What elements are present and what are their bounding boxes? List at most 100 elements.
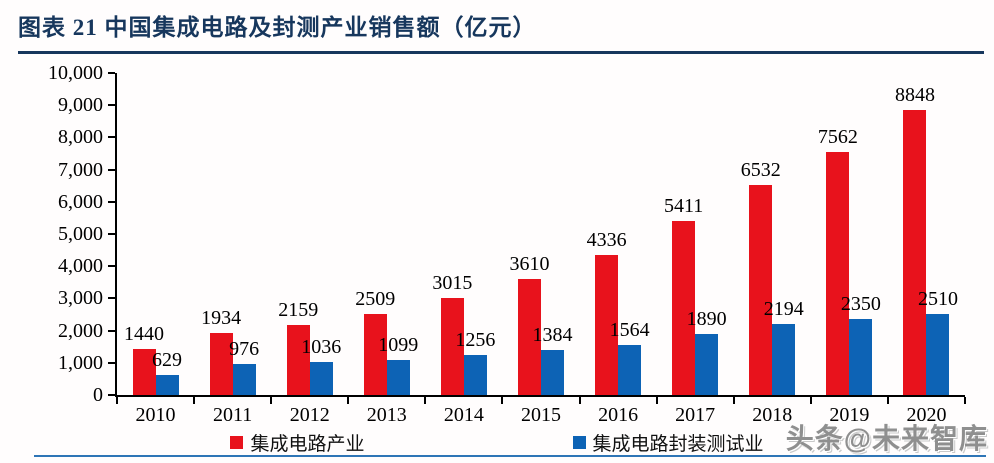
y-axis-tick-label: 6,000 <box>58 190 103 213</box>
bar-value-label: 3015 <box>432 271 473 294</box>
bar-value-label: 5411 <box>664 194 704 217</box>
bar-集成电路封装测试业-2017: 1890 <box>687 308 727 395</box>
x-axis-tick <box>809 397 812 404</box>
bar-value-label: 2350 <box>840 293 881 316</box>
y-axis-tick <box>108 361 115 364</box>
y-axis-tick <box>108 297 115 300</box>
x-axis-tick <box>732 397 735 404</box>
bar-value-label: 976 <box>229 337 260 360</box>
bar-集成电路产业-2014: 3015 <box>432 272 472 395</box>
x-axis-category-label: 2018 <box>752 404 793 426</box>
y-axis-tick-label: 0 <box>93 384 103 406</box>
bar-value-label: 1564 <box>609 318 650 341</box>
bar-value-label: 8848 <box>894 84 935 107</box>
y-axis-tick-label: 1,000 <box>58 351 103 374</box>
bar-group-2011: 1934 976 <box>194 73 271 395</box>
bar-集成电路封装测试业-2012: 1036 <box>301 336 341 395</box>
bar-集成电路产业-2017: 5411 <box>664 195 703 395</box>
bar-集成电路产业-2016: 4336 <box>587 229 627 395</box>
y-axis-tick <box>108 394 115 396</box>
bar-value-label: 6532 <box>740 158 781 181</box>
x-axis-category-label: 2017 <box>675 404 716 426</box>
bar-group-2013: 2509 1099 <box>348 73 425 395</box>
y-axis-tick-label: 4,000 <box>58 255 103 278</box>
x-axis-tick <box>347 397 350 404</box>
bar-group-2018: 6532 2194 <box>734 73 811 395</box>
bar-value-label: 1036 <box>301 335 342 358</box>
y-axis-tick-label: 7,000 <box>58 158 103 181</box>
bar-group-2016: 4336 1564 <box>580 73 657 395</box>
bar-value-label: 2510 <box>917 288 958 311</box>
y-axis-tick <box>108 72 115 74</box>
bar-group-2010: 1440 629 <box>117 73 194 395</box>
x-axis-category-label: 2019 <box>829 404 870 426</box>
x-axis-category-label: 2012 <box>289 404 330 426</box>
x-axis-tick <box>270 397 273 404</box>
plot-area: 0 1,000 2,000 3,000 4,000 5,000 6,000 7,000 8,00… <box>48 62 966 426</box>
bar-group-2015: 3610 1384 <box>502 73 579 395</box>
legend-label: 集成电路封装测试业 <box>592 434 764 455</box>
y-axis-tick-label: 3,000 <box>58 287 103 310</box>
bar-value-label: 1890 <box>686 308 727 331</box>
bar-value-label: 2194 <box>763 298 804 321</box>
bar-value-label: 4336 <box>586 229 627 252</box>
bar-value-label: 1934 <box>201 306 242 329</box>
bar-group-2019: 7562 2350 <box>811 73 888 395</box>
bar-集成电路产业-2012: 2159 <box>278 299 318 395</box>
bar-value-label: 1256 <box>455 328 496 351</box>
bar-集成电路封装测试业-2014: 1256 <box>455 329 495 395</box>
bar-value-label: 1384 <box>532 324 573 347</box>
y-axis-tick <box>108 200 115 203</box>
y-axis-tick-label: 5,000 <box>58 223 103 245</box>
chart-title: 图表 21 中国集成电路及封测产业销售额（亿元） <box>18 15 537 40</box>
bar-集成电路封装测试业-2019: 2350 <box>841 293 881 395</box>
y-axis-tick-label: 8,000 <box>58 126 103 149</box>
bar-集成电路产业-2013: 2509 <box>355 288 395 395</box>
legend-swatch-blue <box>572 436 586 449</box>
bar-集成电路封装测试业-2011: 976 <box>229 338 259 395</box>
bar-value-label: 1440 <box>124 322 165 345</box>
y-axis-tick-label: 2,000 <box>58 319 103 342</box>
x-axis-category-label: 2020 <box>906 404 947 426</box>
bar-value-label: 3610 <box>509 252 550 275</box>
x-axis-category-label: 2014 <box>443 404 484 426</box>
bar-集成电路封装测试业-2016: 1564 <box>610 319 650 395</box>
bar-集成电路封装测试业-2015: 1384 <box>532 324 572 395</box>
x-axis-tick <box>655 397 658 404</box>
x-axis-tick <box>886 397 889 404</box>
legend-label: 集成电路产业 <box>250 434 365 455</box>
bar-集成电路封装测试业-2018: 2194 <box>764 298 804 395</box>
x-axis-tick <box>964 397 966 404</box>
bar-集成电路产业-2010: 1440 <box>124 323 164 395</box>
legend-item-ic-industry: 集成电路产业 <box>230 429 365 456</box>
x-axis-tick <box>193 397 196 404</box>
bar-group-2020: 8848 2510 <box>888 73 965 395</box>
bar-group-2014: 3015 1256 <box>425 73 502 395</box>
bar-集成电路封装测试业-2010: 629 <box>152 349 182 395</box>
bar-value-label: 1099 <box>378 333 419 356</box>
watermark-toutiao-future-thinktank: 头条@未来智库 <box>785 423 988 454</box>
x-axis-category-label: 2013 <box>366 404 407 426</box>
x-axis-tick <box>501 397 504 404</box>
legend-item-packaging-testing: 集成电路封装测试业 <box>572 429 764 456</box>
y-axis-tick <box>108 233 115 235</box>
x-axis-tick <box>578 397 581 404</box>
bar-集成电路封装测试业-2020: 2510 <box>918 288 958 395</box>
legend-swatch-red <box>230 436 244 449</box>
chart-legend: 集成电路产业 集成电路封装测试业 <box>0 429 994 456</box>
x-axis-tick <box>116 397 118 404</box>
bar-group-2017: 5411 1890 <box>657 73 734 395</box>
y-axis-tick <box>108 168 115 171</box>
y-axis-tick <box>108 329 115 332</box>
x-axis-category-label: 2015 <box>520 404 561 426</box>
bar-group-2012: 2159 1036 <box>271 73 348 395</box>
title-underline <box>18 51 984 54</box>
bar-集成电路产业-2019: 7562 <box>818 126 858 395</box>
y-axis-tick-label: 10,000 <box>48 62 103 84</box>
x-axis-tick <box>424 397 427 404</box>
bottom-divider <box>34 455 986 457</box>
y-axis-tick <box>108 265 115 268</box>
x-axis-category-label: 2010 <box>135 404 176 426</box>
x-axis-category-label: 2016 <box>598 404 639 426</box>
